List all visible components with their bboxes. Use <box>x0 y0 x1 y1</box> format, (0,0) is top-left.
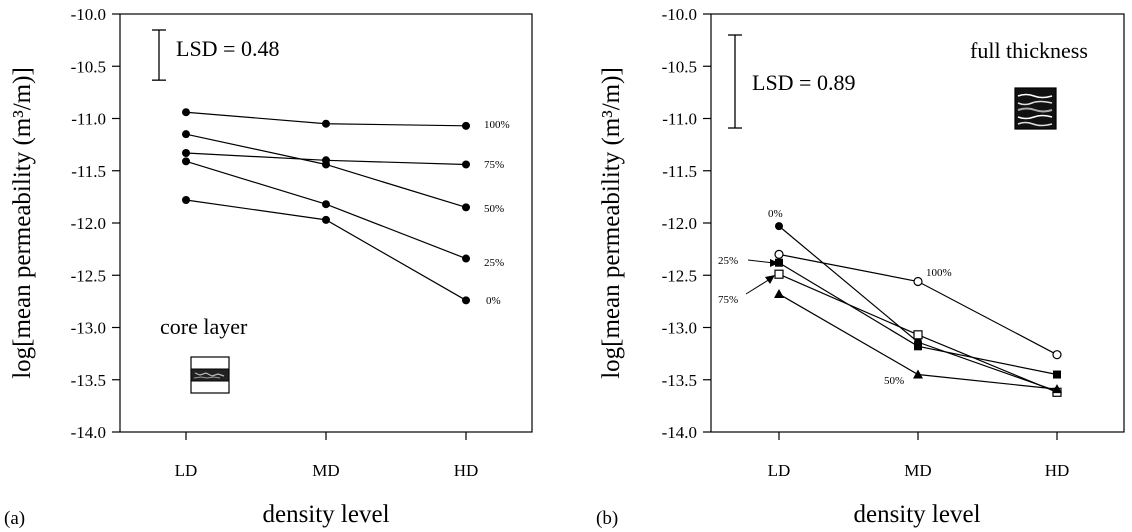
data-point-75pct <box>774 269 784 279</box>
y-tick-label: -14.0 <box>71 423 106 442</box>
y-tick-label: -13.5 <box>71 371 106 390</box>
y-tick-label: -13.0 <box>71 319 106 338</box>
x-tick-label: HD <box>1045 461 1070 480</box>
data-point-100pct <box>322 119 330 128</box>
series-label-0pct: 0% <box>486 295 501 307</box>
data-point-50pct <box>322 160 330 169</box>
y-tick-label: -11.0 <box>662 110 697 129</box>
data-point-100pct <box>182 108 190 117</box>
x-ticks-b: LD MD HD <box>768 432 1070 480</box>
layer-label-b: full thickness <box>970 38 1088 63</box>
layer-label-a: core layer <box>160 314 248 339</box>
data-point-0pct <box>775 222 783 231</box>
data-point-25pct <box>914 342 922 351</box>
data-point-100pct <box>462 121 470 130</box>
data-point-100pct <box>774 249 784 259</box>
y-tick-label: -12.0 <box>662 214 697 233</box>
series-line-50pct <box>185 133 467 208</box>
series-label-50pct: 50% <box>484 203 504 215</box>
data-point-75pct <box>913 330 923 340</box>
data-point-75pct <box>182 148 190 157</box>
y-tick-label: -11.5 <box>662 162 697 181</box>
series-label-25pct: 25% <box>718 255 738 267</box>
data-point-50pct <box>774 289 784 299</box>
data-point-25pct <box>322 200 330 209</box>
x-tick-label: MD <box>312 461 339 480</box>
y-tick-label: -12.5 <box>662 266 697 285</box>
data-point-0pct <box>322 215 330 224</box>
y-tick-label: -11.0 <box>71 110 106 129</box>
full-thickness-icon <box>1014 87 1057 130</box>
y-tick-label: -11.5 <box>71 162 106 181</box>
y-tick-label: -10.0 <box>71 5 106 24</box>
series-label-75pct: 75% <box>484 159 504 171</box>
data-point-50pct <box>913 369 923 379</box>
series-a: 100% 75% 50% 25% 0% <box>182 108 510 307</box>
data-point-50pct <box>182 130 190 139</box>
y-tick-label: -12.5 <box>71 266 106 285</box>
y-axis-title-a: log[mean permeability (m³/m)] <box>9 67 36 379</box>
arrow-75-b <box>745 275 775 295</box>
y-ticks-a: -10.0 -10.5 -11.0 -11.5 -12.0 -12.5 -13.0 -13.5… <box>71 5 120 442</box>
panel-a: -10.0 -10.5 -11.0 -11.5 -12.0 -12.5 -13.0 -13.5… <box>4 5 533 529</box>
lsd-bar-b <box>728 34 742 129</box>
series-label-100pct: 100% <box>484 119 510 131</box>
data-point-100pct <box>1052 350 1062 360</box>
series-b: 0% 100% 25% 75% 50% <box>718 208 1062 397</box>
y-tick-label: -10.5 <box>662 57 697 76</box>
x-axis-title-a: density level <box>262 501 389 528</box>
y-tick-label: -13.0 <box>662 319 697 338</box>
y-tick-label: -10.5 <box>71 57 106 76</box>
data-point-50pct <box>1052 384 1062 394</box>
data-point-0pct <box>182 196 190 205</box>
y-tick-label: -14.0 <box>662 423 697 442</box>
lsd-label-b: LSD = 0.89 <box>752 70 855 95</box>
arrow-25-b <box>747 259 779 267</box>
y-tick-label: -13.5 <box>662 371 697 390</box>
core-layer-icon <box>190 356 230 394</box>
data-point-25pct <box>462 254 470 263</box>
lsd-label-a: LSD = 0.48 <box>176 36 279 61</box>
series-label-100pct: 100% <box>926 267 952 279</box>
data-point-100pct <box>913 276 923 287</box>
y-axis-title-b: log[mean permeability (m³/m)] <box>598 67 625 379</box>
x-ticks-a: LD MD HD <box>175 432 479 480</box>
series-label-75pct: 75% <box>718 294 738 306</box>
x-axis-title-b: density level <box>853 501 980 528</box>
data-point-25pct <box>1053 370 1061 379</box>
series-label-0pct: 0% <box>768 208 783 220</box>
series-label-25pct: 25% <box>484 257 504 269</box>
y-tick-label: -12.0 <box>71 214 106 233</box>
data-point-0pct <box>462 296 470 305</box>
data-point-50pct <box>462 203 470 212</box>
data-point-25pct <box>182 157 190 166</box>
panel-label-a: (a) <box>4 508 25 529</box>
x-tick-label: LD <box>768 461 791 480</box>
series-line-25pct <box>185 160 467 260</box>
panel-b: -10.0 -10.5 -11.0 -11.5 -12.0 -12.5 -13.0 -13.5… <box>596 5 1125 529</box>
y-ticks-b: -10.0 -10.5 -11.0 -11.5 -12.0 -12.5 -13.0 -13.5… <box>662 5 711 442</box>
x-tick-label: LD <box>175 461 198 480</box>
lsd-bar-a <box>152 29 166 81</box>
data-point-25pct <box>775 258 783 267</box>
x-tick-label: HD <box>454 461 479 480</box>
panel-label-b: (b) <box>596 508 618 529</box>
y-tick-label: -10.0 <box>662 5 697 24</box>
series-line-0pct <box>185 199 467 301</box>
data-point-75pct <box>462 160 470 169</box>
x-tick-label: MD <box>904 461 931 480</box>
series-label-50pct: 50% <box>884 375 904 387</box>
